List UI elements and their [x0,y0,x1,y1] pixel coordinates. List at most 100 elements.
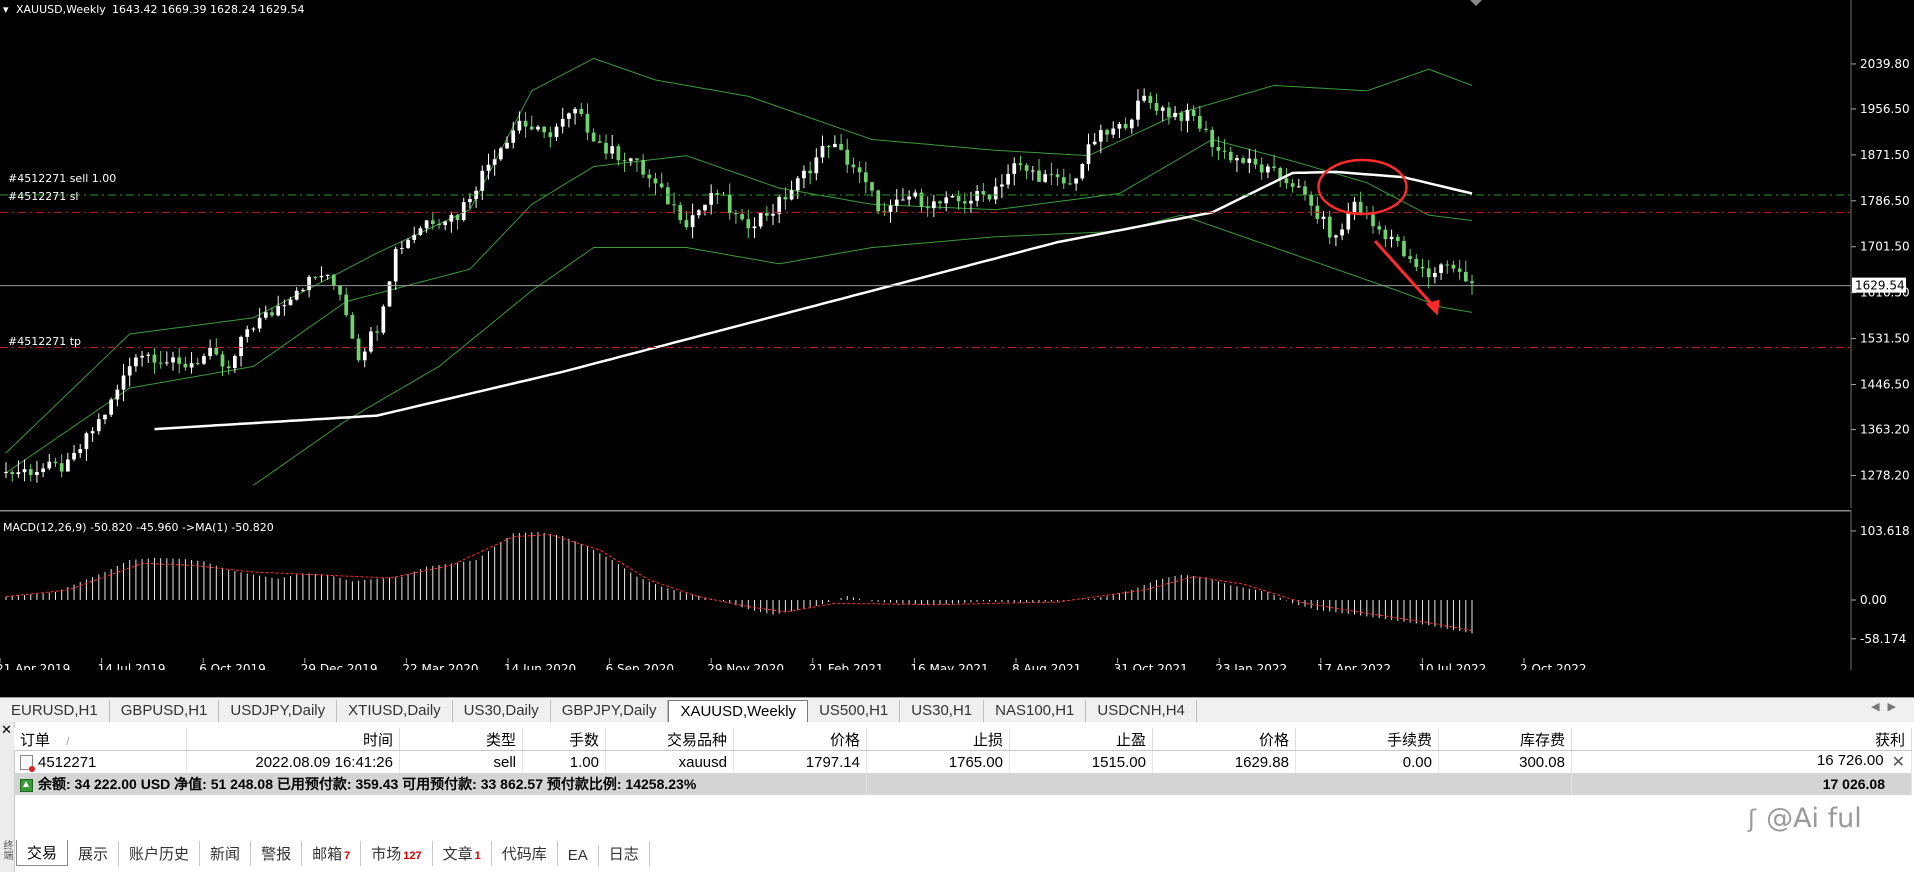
candle-body [1012,163,1017,174]
terminal-tab[interactable]: 代码库 [492,841,558,866]
col-type[interactable]: 类型 [399,728,523,751]
chart-tab[interactable]: US30,Daily [453,700,551,722]
macd-axis: 103.618 0.00 -58.174 [1851,524,1910,646]
terminal-tab[interactable]: 账户历史 [119,841,201,866]
chart-tab[interactable]: USDJPY,Daily [219,700,338,722]
chart-tab[interactable]: XTIUSD,Daily [337,700,453,722]
candle-body [888,205,893,212]
chart-tab[interactable]: EURUSD,H1 [0,700,110,722]
chart-tab[interactable]: NAS100,H1 [984,700,1087,722]
chart-tab[interactable]: XAUUSD,Weekly [668,700,809,723]
order-row[interactable]: 4512271 2022.08.09 16:41:26 sell 1.00 xa… [14,750,1912,773]
candle-body [1235,158,1239,161]
tab-scroll-arrows[interactable]: ◀▶ [1871,700,1904,713]
price-chart[interactable]: 2039.801956.501871.501786.501701.501616.… [0,0,1914,508]
candle-body [288,299,293,306]
terminal-tab[interactable]: EA [558,845,599,866]
time-tick-label: 2 Oct 2022 [1520,662,1587,670]
candle-body [59,463,64,472]
candle-body [1259,164,1264,173]
time-tick-label: 8 Aug 2021 [1012,662,1081,670]
col-tp[interactable]: 止盈 [1009,728,1153,751]
terminal-tab-label: 警报 [261,846,292,863]
candle-body [486,164,491,171]
col-time[interactable]: 时间 [186,728,400,751]
candle-body [134,357,138,367]
candle-body [468,199,472,203]
candle-body [220,354,225,367]
macd-signal-path [5,534,1473,632]
terminal-tab[interactable]: 日志 [599,841,650,866]
red-arrow-shaft [1373,240,1438,311]
price-tick-label: 1701.50 [1860,240,1910,254]
candle-body [1377,226,1382,230]
terminal-tab[interactable]: 市场 127 [361,841,433,866]
scroll-left-icon[interactable]: ◀ [1871,701,1888,713]
terminal-close-icon[interactable]: ✕ [1,722,12,737]
candle-body [214,347,219,355]
candle-body [863,172,868,183]
candle-body [109,399,114,415]
terminal-tab-label: 交易 [27,845,58,862]
col-symbol[interactable]: 交易品种 [605,728,734,751]
col-open-price[interactable]: 价格 [733,728,867,751]
chart-tab[interactable]: US500,H1 [808,700,901,722]
candle-body [944,197,949,204]
terminal-tab[interactable]: 文章 1 [433,841,492,866]
macd-indicator[interactable]: 103.618 0.00 -58.174 21 Apr 2019 14 Jul 201… [0,510,1914,670]
col-lots[interactable]: 手数 [522,728,606,751]
candle-body [876,190,881,212]
price-tick-label: 1446.50 [1860,378,1910,392]
candle-body [628,158,633,162]
price-tick-label: 1278.20 [1860,468,1910,482]
candle-body [369,331,373,352]
chart-menu-icon[interactable]: ▾ [3,3,9,16]
candle-body [1296,186,1301,188]
candle-body [1389,236,1394,240]
candle-body [950,195,955,198]
candle-body [1117,124,1122,129]
candle-body [1222,150,1227,152]
candle-body [1006,173,1010,185]
terminal-tab-label: 代码库 [501,846,547,863]
chart-tab[interactable]: USDCNH,H4 [1086,700,1197,722]
chart-shift-marker-icon[interactable] [1470,0,1482,6]
terminal-tab[interactable]: 展示 [68,841,120,866]
candle-body [789,190,794,200]
price-tick-label: 1786.50 [1860,194,1910,208]
terminal-tab[interactable]: 交易 [16,840,69,866]
col-profit[interactable]: 获利 [1571,728,1912,751]
candle-body [1346,212,1351,230]
chart-tab[interactable]: GBPUSD,H1 [110,700,220,722]
candle-body [1049,174,1054,176]
terminal-tab[interactable]: 新闻 [200,841,252,866]
candle-body [239,336,243,357]
scroll-right-icon[interactable]: ▶ [1887,701,1904,713]
candle-body [554,126,559,137]
terminal-tab[interactable]: 邮箱 7 [302,841,362,866]
candle-body [802,170,806,179]
terminal-tab[interactable]: 警报 [251,841,303,866]
col-current-price[interactable]: 价格 [1152,728,1296,751]
candle-body [758,212,763,227]
candle-body [1030,170,1035,172]
order-id: 4512271 [38,753,97,771]
col-commission[interactable]: 手续费 [1295,728,1439,751]
macd-label: MACD(12,26,9) -50.820 -45.960 ->MA(1) -5… [3,521,274,534]
candle-body [430,220,435,225]
chart-tab[interactable]: GBPJPY,Daily [551,700,669,722]
time-tick-label: 16 May 2021 [910,662,988,670]
candle-body [189,363,194,368]
col-order[interactable]: 订单 / [14,728,187,751]
bollinger-lower-line [253,214,1473,486]
chart-tab[interactable]: US30,H1 [900,700,985,722]
candle-body [585,114,590,133]
candle-body [455,214,460,220]
candle-body [523,120,528,127]
close-order-icon[interactable]: ✕ [1891,754,1905,771]
col-sl[interactable]: 止损 [866,728,1010,751]
candle-body [901,199,905,201]
col-swap[interactable]: 库存费 [1438,728,1572,751]
candle-body [1445,264,1450,266]
candle-body [560,118,565,127]
